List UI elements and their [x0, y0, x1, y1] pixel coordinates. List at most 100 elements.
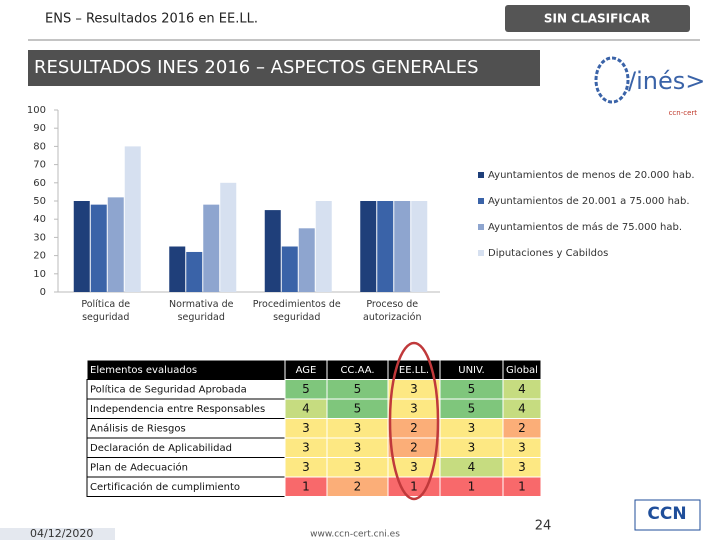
- table-score: 3: [518, 440, 526, 454]
- bar: [281, 246, 298, 292]
- logo-text: /inés>: [628, 67, 705, 95]
- bar: [360, 201, 377, 292]
- legend-swatch: [478, 172, 484, 178]
- bar: [315, 201, 332, 292]
- table-score: 4: [302, 401, 310, 415]
- footer-strip: [0, 528, 115, 540]
- y-tick-label: 30: [33, 232, 46, 243]
- table-score: 2: [410, 421, 418, 435]
- table-score: 3: [410, 382, 418, 396]
- page-number: 24: [535, 519, 552, 534]
- legend-label: Diputaciones y Cabildos: [488, 248, 608, 259]
- table-score: 4: [518, 401, 526, 415]
- table-score: 4: [468, 460, 476, 474]
- table-row-label: Certificación de cumplimiento: [90, 481, 240, 493]
- x-tick-label: Normativa de seguridad: [169, 299, 234, 323]
- brand-logo: CCN: [647, 504, 686, 524]
- legend-swatch: [478, 224, 484, 230]
- bar: [394, 201, 411, 292]
- y-tick-label: 90: [33, 123, 46, 134]
- bar: [377, 201, 394, 292]
- table-score: 1: [468, 479, 476, 493]
- table-score: 3: [302, 421, 310, 435]
- table-score: 3: [354, 460, 362, 474]
- table-row-label: Plan de Adecuación: [90, 461, 188, 473]
- header-badge: [505, 5, 690, 32]
- legend-swatch: [478, 198, 484, 204]
- bar: [169, 246, 186, 292]
- bar: [264, 210, 281, 292]
- bar: [186, 251, 203, 292]
- y-tick-label: 80: [33, 141, 46, 152]
- table-score: 5: [354, 382, 362, 396]
- table-score: 2: [354, 479, 362, 493]
- y-tick-label: 40: [33, 214, 46, 225]
- y-tick-label: 10: [33, 269, 46, 280]
- table-row-label: Independencia entre Responsables: [90, 404, 265, 415]
- y-tick-label: 20: [33, 251, 46, 262]
- legend-label: Ayuntamientos de más de 75.000 hab.: [488, 221, 682, 233]
- table-score: 5: [468, 401, 476, 415]
- bar: [298, 228, 315, 292]
- bar: [124, 146, 141, 292]
- table-header: CC.AA.: [340, 365, 374, 376]
- y-tick-label: 50: [33, 196, 46, 207]
- table-score: 3: [302, 460, 310, 474]
- y-tick-label: 70: [33, 160, 46, 171]
- highlight-ellipse: [388, 341, 440, 501]
- footer-url: www.ccn-cert.cni.es: [310, 530, 400, 540]
- table-cell: [502, 476, 542, 497]
- brand-box: [634, 499, 701, 531]
- table-header: EE.LL.: [399, 365, 429, 376]
- table-score: 5: [468, 382, 476, 396]
- table-score: 3: [468, 440, 476, 454]
- slide-title: RESULTADOS INES 2016 – ASPECTOS GENERALE…: [34, 57, 479, 78]
- legend-label: Ayuntamientos de menos de 20.000 hab.: [488, 170, 695, 181]
- y-tick-label: 0: [40, 287, 46, 298]
- legend-swatch: [478, 250, 484, 256]
- table-row-label: Política de Seguridad Aprobada: [90, 383, 247, 395]
- bar: [107, 197, 124, 292]
- table-score: 4: [518, 382, 526, 396]
- bar: [203, 204, 220, 292]
- table-score: 3: [354, 440, 362, 454]
- table-row-label: Declaración de Aplicabilidad: [90, 442, 232, 454]
- title-box: [28, 50, 540, 86]
- x-tick-label: Política de seguridad: [81, 299, 130, 323]
- table-score: 3: [410, 460, 418, 474]
- footer-date: 04/12/2020: [30, 527, 93, 540]
- table-score: 3: [302, 440, 310, 454]
- bar: [411, 201, 428, 292]
- legend-label: Ayuntamientos de 20.001 a 75.000 hab.: [488, 196, 690, 207]
- bar: [220, 182, 237, 292]
- logo-sub: ccn-cert: [669, 109, 698, 117]
- header-right: SIN CLASIFICAR: [544, 12, 650, 26]
- table-score: 1: [302, 479, 310, 493]
- table-header: Elementos evaluados: [90, 365, 197, 376]
- table-score: 5: [302, 382, 310, 396]
- logo-fingerprint: [594, 56, 630, 104]
- bar: [73, 201, 90, 292]
- table-score: 3: [410, 401, 418, 415]
- table-header: UNIV.: [458, 365, 484, 376]
- table-score: 2: [410, 440, 418, 454]
- table-score: 1: [410, 479, 418, 493]
- bar: [90, 204, 107, 292]
- x-tick-label: Procedimientos de seguridad: [253, 299, 341, 323]
- table-score: 3: [354, 421, 362, 435]
- table-score: 3: [468, 421, 476, 435]
- table-score: 3: [518, 460, 526, 474]
- table-score: 5: [354, 401, 362, 415]
- table-score: 2: [518, 421, 526, 435]
- y-tick-label: 60: [33, 178, 46, 189]
- y-tick-label: 100: [27, 105, 46, 116]
- table-row-label: Análisis de Riesgos: [90, 422, 186, 434]
- table-header: AGE: [296, 365, 317, 376]
- table-header: Global: [506, 365, 538, 376]
- header-left: ENS – Resultados 2016 en EE.LL.: [45, 12, 258, 27]
- x-tick-label: Proceso de autorización: [363, 299, 421, 323]
- table-score: 1: [518, 479, 526, 493]
